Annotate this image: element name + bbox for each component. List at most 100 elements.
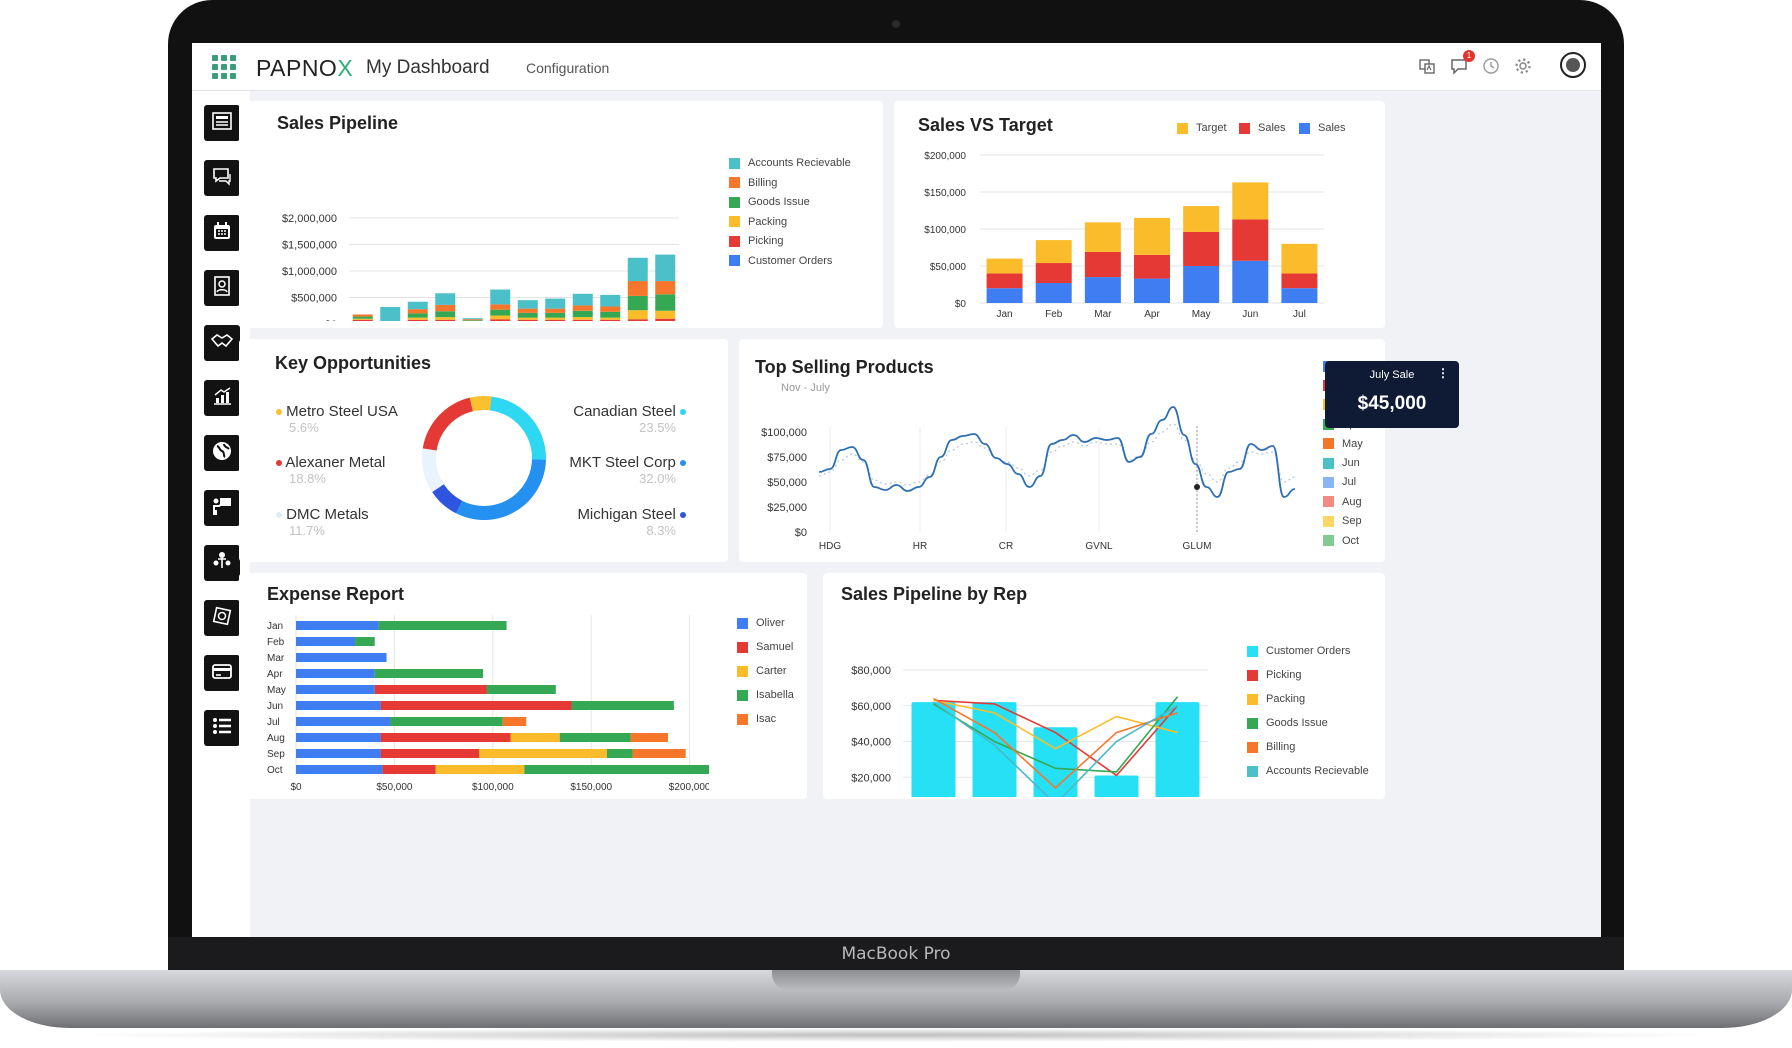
legend-swatch xyxy=(1247,669,1258,681)
bar-segment xyxy=(606,749,633,758)
opportunity-percent: 11.7% xyxy=(289,523,325,538)
bar-segment xyxy=(490,315,511,320)
legend-item: Jul xyxy=(1323,476,1356,488)
bar-segment xyxy=(1035,283,1072,303)
sidebar-item-messages[interactable] xyxy=(204,160,240,196)
legend-label: Goods Issue xyxy=(748,196,810,208)
key-opportunities-donut[interactable] xyxy=(409,383,559,533)
legend-item: Sales xyxy=(1239,122,1286,134)
bar-segment xyxy=(502,717,527,726)
legend-label: Target xyxy=(1196,122,1227,134)
bar xyxy=(972,702,1017,797)
bar-segment xyxy=(407,313,428,318)
y-tick-label: $50,000 xyxy=(930,262,967,273)
bar-segment xyxy=(296,749,381,758)
sidebar-item-payments[interactable] xyxy=(204,655,240,691)
bar-segment xyxy=(435,765,525,774)
sidebar-item-deals[interactable] xyxy=(204,325,240,361)
bar-segment xyxy=(630,733,668,742)
legend-swatch xyxy=(1323,535,1334,547)
sidebar-item-list[interactable] xyxy=(204,710,240,746)
y-tick-label: $1,000,000 xyxy=(282,266,337,278)
bar-segment xyxy=(517,312,538,318)
bar-segment xyxy=(374,669,483,678)
bar-segment xyxy=(1035,240,1072,264)
bar-segment xyxy=(435,317,456,320)
donut-slice xyxy=(469,396,492,412)
bar-segment xyxy=(600,317,621,320)
bar-segment xyxy=(517,319,538,321)
handshake-icon xyxy=(210,330,234,357)
bar-segment xyxy=(1035,263,1072,284)
legend-swatch xyxy=(737,689,748,701)
bar-segment xyxy=(490,304,511,310)
opportunity-percent: 32.0% xyxy=(639,471,676,486)
translate-icon[interactable] xyxy=(1414,53,1440,79)
sidebar-item-analytics[interactable] xyxy=(204,380,240,416)
donut-slice xyxy=(489,396,546,460)
app-grid-icon[interactable] xyxy=(212,55,236,79)
legend-item: Accounts Recievable xyxy=(729,157,851,169)
calendar-icon xyxy=(211,220,233,247)
legend-dot xyxy=(680,512,686,519)
opportunity-percent: 5.6% xyxy=(289,420,319,435)
legend-item: Sales xyxy=(1299,122,1346,134)
x-tick-label: $150,000 xyxy=(570,782,612,793)
sidebar-item-news[interactable] xyxy=(204,105,240,141)
page-title: My Dashboard xyxy=(366,57,490,78)
sidebar-item-contacts[interactable] xyxy=(204,270,240,306)
y-tick-label: $0 xyxy=(795,527,807,539)
bar-segment xyxy=(627,310,648,320)
y-tick-label: Oct xyxy=(267,765,283,776)
notification-icon[interactable]: 1 xyxy=(1446,50,1475,79)
avatar[interactable] xyxy=(1560,52,1586,78)
x-tick-label: Feb xyxy=(1045,309,1063,320)
chart-growth-icon xyxy=(211,385,233,412)
sidebar-item-team[interactable] xyxy=(204,545,240,581)
bar-segment xyxy=(407,317,428,320)
legend-label: Jun xyxy=(1342,457,1360,469)
sidebar-item-calendar[interactable] xyxy=(204,215,240,251)
expense-report-chart[interactable]: $0 $50,000 $100,000 $150,000 $200,000 Jan Feb M… xyxy=(239,607,709,797)
sidebar-item-awards[interactable] xyxy=(204,600,240,636)
clock-icon[interactable] xyxy=(1478,53,1504,79)
sales-pipeline-panel: Sales Pipeline $0 $500,000 $1,000,000 $1,50… xyxy=(239,101,883,328)
bar-segment xyxy=(572,305,593,311)
bar-segment xyxy=(572,317,593,320)
legend-dot xyxy=(680,409,686,416)
bar-segment xyxy=(627,257,648,282)
legend-swatch xyxy=(737,713,748,725)
configuration-link[interactable]: Configuration xyxy=(526,60,610,76)
legend-label: Oliver xyxy=(756,617,785,629)
bar-segment xyxy=(296,637,356,646)
legend-item: Sep xyxy=(1323,515,1362,527)
pipeline-by-rep-chart[interactable]: $0$20,000$40,000$60,000$80,000OliverSamu… xyxy=(823,607,1223,797)
sales-pipeline-chart[interactable]: $0 $500,000 $1,000,000 $1,500,000 $2,000,000… xyxy=(239,141,689,321)
bar-segment xyxy=(559,733,631,742)
bar-segment xyxy=(462,319,483,321)
legend-item: Aug xyxy=(1323,496,1362,508)
more-vertical-icon[interactable]: ⋮ xyxy=(1437,366,1449,380)
legend-label: Oct xyxy=(1342,534,1360,547)
legend-item: Packing xyxy=(1247,693,1305,705)
bar-segment xyxy=(296,669,375,678)
gear-icon[interactable] xyxy=(1510,53,1536,79)
brand-logo[interactable]: PAPNOX xyxy=(256,55,354,81)
legend-swatch xyxy=(729,157,740,169)
y-tick-label: $75,000 xyxy=(767,452,807,464)
legend-swatch xyxy=(729,235,740,247)
y-tick-label: Aug xyxy=(267,733,285,744)
legend-label: Billing xyxy=(1266,741,1296,753)
opportunity-name: DMC Metals xyxy=(276,506,369,523)
sidebar-item-global[interactable] xyxy=(204,435,240,471)
bar-segment xyxy=(462,318,483,320)
top-selling-chart[interactable]: $0 $25,000 $50,000 $75,000 $100,000 HDG HR CR GV… xyxy=(739,383,1299,563)
bar-segment xyxy=(524,765,709,774)
bar-segment xyxy=(479,749,607,758)
sales-vs-target-chart[interactable]: $0 $50,000 $100,000 $150,000 $200,000 Jan Feb M… xyxy=(894,145,1385,325)
bar-segment xyxy=(572,293,593,306)
legend-item: Goods Issue xyxy=(729,196,810,208)
series-line xyxy=(933,697,1178,790)
sidebar-item-presentation[interactable] xyxy=(204,490,240,526)
bar-segment xyxy=(986,258,1023,274)
